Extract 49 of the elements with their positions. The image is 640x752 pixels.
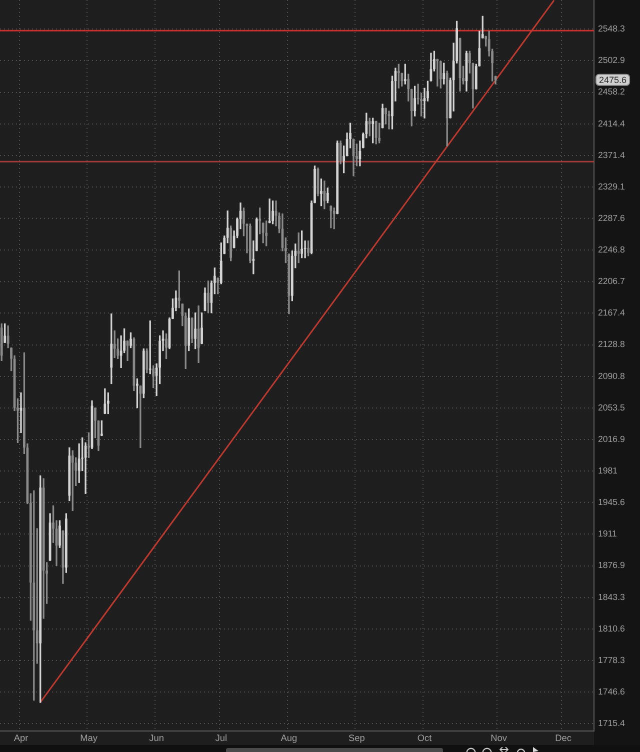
y-tick-label: 1746.6 (598, 686, 626, 697)
y-tick-label: 2053.5 (598, 402, 626, 412)
y-tick-label: 2548.3 (598, 24, 626, 34)
text: 2475.6 (599, 74, 627, 85)
y-tick-label: 2414.4 (598, 118, 626, 128)
y-tick-label: 1778.3 (598, 654, 626, 665)
y-tick-label: 2128.8 (598, 339, 626, 350)
y-tick-label: 2246.8 (598, 244, 626, 255)
x-tick-label: Jun (149, 733, 164, 744)
y-tick-label: 1981 (598, 466, 618, 476)
candlestick (194, 312, 197, 350)
y-tick-label: 1876.9 (598, 560, 626, 570)
y-tick-label: 1715.4 (598, 718, 626, 728)
y-tick-label: 2458.2 (598, 86, 626, 97)
y-tick-label: 2206.7 (598, 276, 626, 286)
candlestick (58, 520, 61, 548)
y-tick-label: 2167.4 (598, 308, 626, 318)
candlestick (165, 333, 168, 360)
candlestick (436, 58, 439, 86)
x-tick-label: Nov (490, 733, 508, 744)
candlestick (200, 312, 203, 344)
candlestick (320, 178, 322, 206)
x-tick-label: May (80, 733, 98, 744)
candlestick (272, 200, 274, 224)
x-tick-label: Apr (14, 733, 28, 744)
y-tick-label: 2329.1 (598, 181, 626, 192)
candlestick (88, 432, 90, 458)
candlestick (397, 64, 400, 88)
x-tick-label: Jul (215, 733, 228, 744)
candlestick (268, 198, 271, 224)
candlestick (139, 385, 142, 448)
y-tick-label: 1810.6 (598, 623, 626, 634)
y-tick-label: 1945.6 (598, 497, 626, 508)
y-tick-label: 2371.4 (598, 150, 626, 160)
y-tick-label: 2502.9 (598, 55, 626, 66)
y-tick-label: 1911 (598, 528, 618, 539)
x-tick-label: Dec (555, 733, 572, 744)
x-tick-label: Aug (280, 733, 298, 744)
y-tick-label: 1843.3 (598, 592, 626, 602)
candlestick (307, 240, 310, 256)
candlestick (136, 378, 138, 408)
candlestick (130, 332, 132, 348)
candlestick (207, 280, 210, 314)
candlestick (100, 420, 103, 436)
x-tick-label: Oct (417, 733, 432, 744)
y-tick-label: 2016.9 (598, 434, 626, 444)
y-tick-label: 2090.8 (598, 370, 626, 381)
x-tick-label: Sep (348, 733, 365, 744)
y-tick-label: 2287.6 (598, 212, 626, 223)
